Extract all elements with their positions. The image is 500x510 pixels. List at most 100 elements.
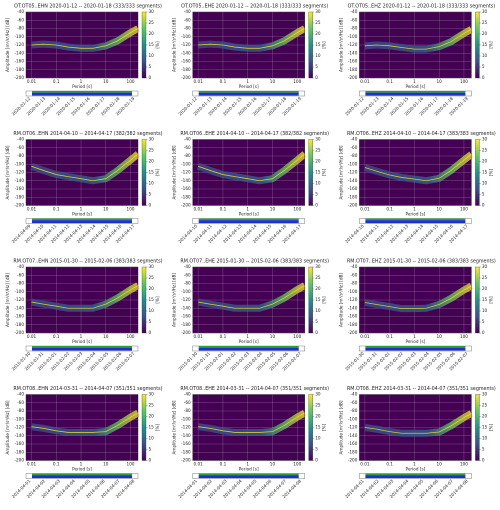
- plot-frame: [192, 11, 305, 79]
- colorbar-tick-label: 15: [482, 425, 488, 430]
- y-tick-label: -180: [181, 67, 191, 72]
- x-tick-label: 1: [413, 334, 416, 339]
- colorbar-tick-label: 0: [315, 75, 318, 80]
- mode-line: [31, 285, 139, 309]
- x-tick-label: 1: [80, 207, 83, 212]
- x-axis-label: Period [s]: [239, 84, 259, 89]
- x-tick-label: 10: [437, 334, 443, 339]
- x-tick-label: 100: [127, 334, 135, 339]
- x-axis-label: Period [s]: [239, 467, 259, 472]
- colorbar-tick-label: 20: [149, 414, 155, 419]
- y-tick-label: -60: [351, 17, 358, 22]
- x-tick-label: 0.1: [220, 334, 227, 339]
- x-tick-label: 100: [293, 334, 301, 339]
- y-tick-label: -40: [351, 392, 358, 397]
- mode-line: [364, 28, 472, 50]
- colorbar-tick-label: 30: [149, 392, 155, 397]
- colorbar-tick-label: 30: [149, 9, 155, 14]
- colorbar-tick-label: 15: [149, 170, 155, 175]
- x-tick-label: 100: [293, 79, 301, 84]
- colorbar-tick-label: 25: [482, 403, 488, 408]
- colorbar-tick-label: 25: [315, 403, 321, 408]
- y-tick-label: -160: [181, 314, 191, 319]
- timeline-coverage: [198, 347, 299, 351]
- colorbar-tick-label: 10: [149, 436, 155, 441]
- y-tick-label: -120: [348, 170, 358, 175]
- timeline-coverage: [198, 220, 299, 224]
- timeline-gaps: [198, 473, 299, 476]
- y-tick-label: -200: [14, 330, 24, 335]
- x-tick-label: 1: [80, 79, 83, 84]
- colorbar-tick-label: 5: [315, 64, 318, 69]
- y-tick-label: -80: [184, 281, 191, 286]
- colorbar-tick-label: 25: [315, 148, 321, 153]
- colorbar-tick-label: 20: [149, 31, 155, 36]
- timeline-gaps: [365, 218, 466, 221]
- y-tick-label: -40: [184, 264, 191, 269]
- colorbar-tick-label: 25: [315, 275, 321, 280]
- x-tick-label: 1: [80, 462, 83, 467]
- y-tick-label: -160: [181, 59, 191, 64]
- y-tick-label: -140: [14, 50, 24, 55]
- chart-title: RM.OT07..EHZ 2015-01-30 -- 2015-02-06 (3…: [347, 259, 496, 265]
- y-tick-label: -180: [14, 449, 24, 454]
- x-tick-label: 10: [270, 207, 276, 212]
- timeline-coverage: [32, 347, 132, 351]
- colorbar-tick-label: 0: [315, 203, 318, 208]
- y-axis-label: Amplitude [m²/s⁴/Hz] [dB]: [172, 400, 177, 454]
- y-tick-label: -200: [348, 330, 358, 335]
- y-axis-label: Amplitude [m²/s⁴/Hz] [dB]: [172, 145, 177, 199]
- x-tick-label: 0.1: [386, 79, 393, 84]
- x-tick-label: 10: [103, 79, 109, 84]
- y-tick-label: -80: [184, 153, 191, 158]
- x-tick-label: 10: [270, 334, 276, 339]
- y-tick-label: -120: [348, 297, 358, 302]
- colorbar-tick-label: 0: [482, 75, 485, 80]
- timeline-gaps: [32, 346, 132, 348]
- colorbar-tick-label: 30: [315, 264, 321, 269]
- colorbar-label: [%]: [322, 169, 327, 177]
- x-axis-label: Period [s]: [72, 339, 92, 344]
- chart-title: RM.OT07..EHE 2015-01-30 -- 2015-02-06 (3…: [180, 259, 329, 265]
- y-tick-label: -160: [14, 186, 24, 191]
- colorbar-tick-label: 25: [482, 148, 488, 153]
- colorbar-tick-label: 15: [149, 297, 155, 302]
- y-tick-label: -160: [181, 186, 191, 191]
- y-tick-label: -200: [181, 75, 191, 80]
- y-axis-label: Amplitude [m²/s⁴/Hz] [dB]: [5, 18, 10, 72]
- timeline-coverage: [32, 92, 132, 96]
- y-tick-label: -60: [184, 272, 191, 277]
- colorbar-tick-label: 15: [315, 297, 321, 302]
- colorbar-tick-label: 30: [482, 392, 488, 397]
- y-tick-label: -140: [348, 178, 358, 183]
- y-tick-label: -40: [184, 392, 191, 397]
- colorbar: [308, 394, 313, 461]
- plot-frame: [25, 266, 139, 334]
- y-tick-label: -160: [348, 59, 358, 64]
- y-tick-label: -40: [184, 9, 191, 14]
- x-tick-label: 10: [437, 207, 443, 212]
- colorbar-label: [%]: [488, 169, 493, 177]
- colorbar: [308, 266, 313, 334]
- colorbar-tick-label: 5: [482, 447, 485, 452]
- x-tick-label: 10: [103, 207, 109, 212]
- colorbar-label: [%]: [155, 169, 160, 177]
- y-tick-label: -140: [14, 433, 24, 438]
- colorbar-tick-label: 5: [315, 319, 318, 324]
- y-tick-label: -100: [348, 34, 358, 39]
- x-tick-label: 0.1: [386, 207, 393, 212]
- x-tick-label: 0.1: [386, 462, 393, 467]
- x-tick-label: 1: [246, 79, 249, 84]
- x-tick-label: 0.01: [27, 207, 37, 212]
- y-axis-label: Amplitude [m²/s⁴/Hz] [dB]: [338, 145, 343, 199]
- y-tick-label: -60: [351, 272, 358, 277]
- colorbar-label: [%]: [155, 296, 160, 304]
- x-tick-label: 100: [127, 207, 135, 212]
- colorbar-tick-label: 10: [482, 436, 488, 441]
- y-axis-label: Amplitude [m²/s⁴/Hz] [dB]: [338, 400, 343, 454]
- y-tick-label: -200: [348, 458, 358, 463]
- timeline-gaps: [198, 91, 299, 93]
- y-tick-label: -200: [181, 203, 191, 208]
- colorbar-label: [%]: [488, 41, 493, 49]
- x-tick-label: 0.1: [220, 462, 227, 467]
